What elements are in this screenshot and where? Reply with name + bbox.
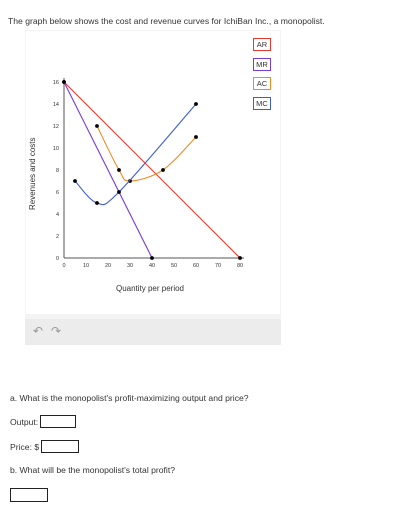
legend-mr-button[interactable]: MR	[253, 58, 271, 71]
series-ac-point	[194, 135, 198, 139]
x-tick-label: 80	[237, 263, 243, 269]
legend-ar-button[interactable]: AR	[253, 38, 271, 51]
intro-text: The graph below shows the cost and reven…	[8, 16, 325, 26]
series-mc-point	[73, 179, 77, 183]
x-axis-label: Quantity per period	[116, 284, 184, 293]
y-tick-label: 6	[56, 190, 59, 196]
price-label: Price: $	[10, 441, 40, 452]
series-ac-line	[96, 125, 197, 182]
y-tick-label: 4	[56, 212, 59, 218]
profit-row	[10, 488, 48, 502]
y-tick-label: 0	[56, 256, 59, 262]
y-tick-label: 12	[53, 124, 59, 130]
redo-icon[interactable]: ↷	[51, 324, 62, 338]
series-ar-point	[238, 256, 242, 260]
y-tick-label: 14	[53, 102, 59, 108]
series-ac-point	[95, 124, 99, 128]
graph-toolbar: ↶ ↷	[25, 319, 281, 345]
series-mc-point	[117, 190, 121, 194]
series-ac-point	[161, 168, 165, 172]
question-b: b. What will be the monopolist's total p…	[10, 465, 176, 475]
chart-area	[26, 31, 280, 314]
x-tick-label: 10	[83, 263, 89, 269]
x-tick-label: 60	[193, 263, 199, 269]
y-tick-label: 2	[56, 234, 59, 240]
series-mc-line	[74, 103, 197, 206]
y-tick-label: 10	[53, 146, 59, 152]
series-ar-line	[63, 81, 241, 259]
x-tick-label: 30	[127, 263, 133, 269]
x-tick-label: 50	[171, 263, 177, 269]
x-tick-label: 40	[149, 263, 155, 269]
series-mr-point	[62, 80, 66, 84]
question-a: a. What is the monopolist's profit-maxim…	[10, 393, 249, 403]
x-tick-label: 0	[62, 263, 65, 269]
y-tick-label: 16	[53, 80, 59, 86]
price-row: Price: $	[10, 440, 80, 453]
output-row: Output:	[10, 415, 77, 428]
output-input[interactable]	[40, 415, 77, 428]
x-tick-label: 20	[105, 263, 111, 269]
price-input[interactable]	[41, 440, 80, 453]
series-mc-point	[95, 201, 99, 205]
legend-mc-button[interactable]: MC	[253, 97, 271, 110]
y-tick-label: 8	[56, 168, 59, 174]
profit-input[interactable]	[10, 488, 48, 502]
series-mr-point	[150, 256, 154, 260]
legend-ac-button[interactable]: AC	[253, 77, 271, 90]
output-label: Output:	[10, 416, 39, 427]
series-mc-point	[194, 102, 198, 106]
series-ac-point	[117, 168, 121, 172]
x-tick-label: 70	[215, 263, 221, 269]
series-mr-line	[63, 81, 153, 259]
undo-icon[interactable]: ↶	[33, 324, 44, 338]
